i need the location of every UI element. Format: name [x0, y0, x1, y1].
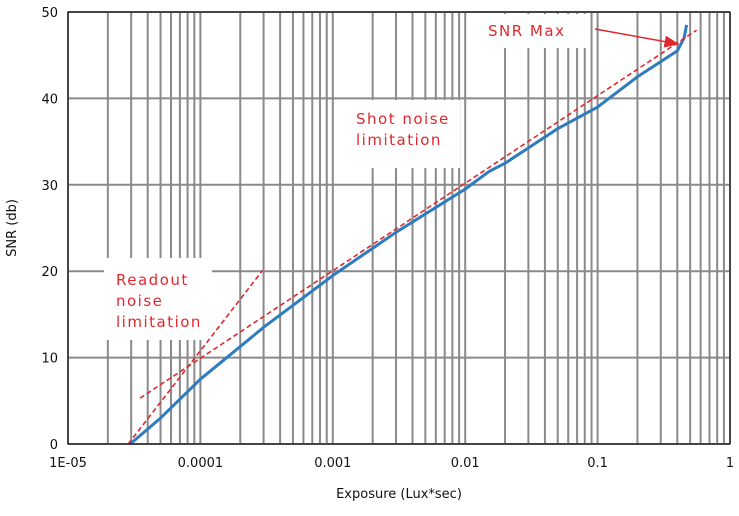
- plot-frame: [67, 11, 731, 445]
- y-tick-label: 10: [41, 352, 58, 367]
- annotation: limitation: [356, 131, 442, 149]
- line-series: [139, 29, 698, 399]
- x-tick-label: 1: [726, 456, 734, 471]
- annotation-background: [348, 100, 460, 168]
- x-axis-label: Exposure (Lux*sec): [336, 487, 462, 502]
- marks: [127, 24, 698, 446]
- y-tick-label: 20: [41, 265, 58, 280]
- x-tick-label: 0.1: [587, 456, 608, 471]
- x-tick-label: 0.01: [451, 456, 480, 471]
- x-tick-label: 0.0001: [178, 456, 224, 471]
- y-tick-label: 40: [41, 92, 58, 107]
- annotation: Shot noise: [356, 110, 450, 128]
- annotation-background: [480, 14, 588, 48]
- annotation: limitation: [116, 313, 202, 331]
- annotation: Readout: [116, 271, 189, 289]
- y-tick-label: 30: [41, 179, 58, 194]
- line-series: [127, 269, 264, 445]
- grid: [67, 11, 731, 445]
- y-tick-label: 50: [41, 6, 58, 21]
- x-tick-label: 0.001: [314, 456, 351, 471]
- annotation-arrow: [594, 28, 680, 48]
- line-series: [129, 24, 689, 446]
- y-tick-label: 0: [50, 438, 58, 453]
- annotation-background: [104, 258, 212, 340]
- annotation: noise: [116, 292, 163, 310]
- y-axis-label: SNR (db): [5, 199, 20, 257]
- annotation: SNR Max: [488, 22, 565, 40]
- x-tick-label: 1E-05: [49, 456, 87, 471]
